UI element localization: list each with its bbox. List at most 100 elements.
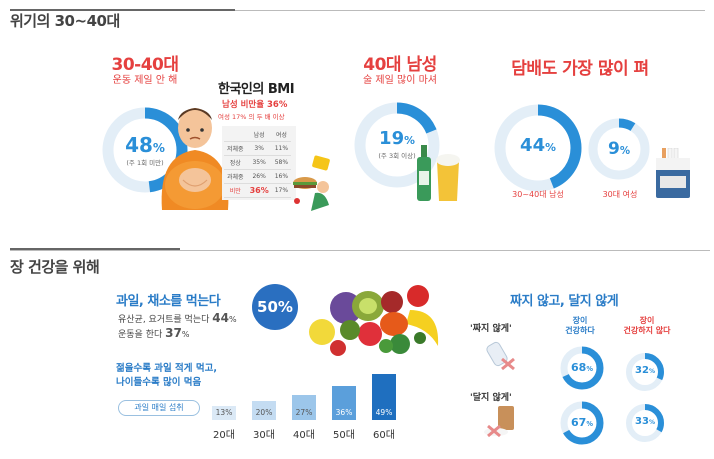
- table-row: 정상 35% 58%: [224, 155, 292, 170]
- bmi-title: 한국인의 BMI: [218, 82, 295, 97]
- group3-ring-2-percent: 9: [607, 139, 620, 159]
- table-cell: 17%: [271, 183, 292, 198]
- overweight-man-illustration: [150, 100, 240, 220]
- bar-50대: 36%: [332, 386, 356, 420]
- bmi-subline: 여성 17% 의 두 배 이상: [218, 113, 285, 121]
- group3-ring-2-label: 30대 여성: [602, 190, 638, 199]
- table-cell: 저체중: [224, 141, 247, 156]
- section2-rule-dark: [10, 248, 180, 250]
- group1-ring-arc: [102, 107, 188, 193]
- bmi-headline: 남성 비만율 36%: [222, 100, 288, 110]
- row2-healthy-ring: 67%: [560, 401, 604, 445]
- bar-30대: 20%: [252, 401, 276, 420]
- row1-healthy-arc: [560, 346, 604, 390]
- bmi-header-cell: 여성: [271, 128, 292, 142]
- section2-rule-light: [10, 250, 710, 251]
- col-unhealthy-label: 장이 건강하지 않다: [610, 316, 684, 336]
- group3-ring-1: 44%: [492, 102, 584, 194]
- row2-unhealthy-arc: [626, 404, 664, 442]
- bar-40대: 27%: [292, 395, 316, 420]
- table-cell: 비만: [224, 183, 247, 198]
- group2-ring-arc: [354, 102, 440, 188]
- bar-value-label: 36%: [335, 408, 353, 417]
- sugar-bag-illustration: [482, 402, 518, 438]
- group2-subtitle: 술 제일 많이 마셔: [363, 75, 437, 86]
- row1-healthy-ring: 68%: [560, 346, 604, 390]
- fruit-vegetable-illustration: [300, 280, 450, 360]
- table-cell: 3%: [246, 141, 272, 156]
- exercise-line: 운동을 한다 37%: [118, 326, 190, 340]
- table-cell: 35%: [246, 155, 272, 170]
- col-healthy-text: 장이 건강하다: [565, 316, 595, 335]
- bar-value-label: 20%: [255, 408, 273, 417]
- group1-percent: 48: [125, 133, 153, 157]
- bmi-table-header: 남성 여성: [224, 128, 292, 142]
- section1-rule-light: [235, 10, 705, 11]
- burger-eater-illustration: [285, 155, 335, 215]
- group3-ring-1-percent: 44: [520, 135, 546, 156]
- row1-label: '짜지 않게': [470, 324, 512, 334]
- bmi-table-wrap: 남성 여성 저체중 3% 11% 정상 35% 58% 과체중 26% 16% …: [222, 126, 296, 200]
- bar-value-label: 13%: [215, 408, 233, 417]
- group1-subtitle: 운동 제일 안 해: [112, 75, 178, 86]
- group3-ring-2: 9%: [588, 104, 650, 194]
- table-cell: 26%: [246, 169, 272, 184]
- daily-fruit-pill-text: 과일 매일 섭취: [134, 403, 184, 412]
- col-healthy-label: 장이 건강하다: [555, 316, 605, 336]
- salt-shaker-illustration: [482, 335, 518, 371]
- row2-unhealthy-ring: 33%: [625, 403, 665, 443]
- salt-title: 짜지 않고, 달지 않게: [510, 294, 619, 309]
- row2-healthy-arc: [560, 401, 604, 445]
- table-cell: 16%: [271, 169, 292, 184]
- fruit-title: 과일, 채소를 먹는다: [116, 294, 221, 309]
- table-row: 저체중 3% 11%: [224, 141, 292, 156]
- bmi-header-cell: [224, 128, 247, 142]
- group2-percent: 19: [379, 128, 405, 149]
- exercise-value: 37: [165, 326, 182, 340]
- fruit-bar-axis-labels: 20대 30대 40대 50대 60대: [205, 426, 415, 441]
- group1-note: (주 1회 미만): [126, 159, 164, 167]
- table-row: 과체중 26% 16%: [224, 169, 292, 184]
- group3-ring-2-arc: [588, 118, 650, 180]
- table-row: 비만 36% 17%: [224, 183, 292, 198]
- bar-category-label: 40대: [293, 430, 315, 441]
- bar-20대: 13%: [212, 406, 236, 420]
- group2-title: 40대 남성: [363, 55, 437, 75]
- table-cell: 정상: [224, 155, 247, 170]
- yogurt-text: 유산균, 요거트를 먹는다: [118, 315, 210, 325]
- row2-healthy-percent: 67: [571, 416, 587, 429]
- group2-ring: 19% (주 3회 이상): [352, 100, 442, 190]
- row1-unhealthy-percent: 32: [635, 365, 649, 376]
- row1-unhealthy-arc: [626, 353, 664, 391]
- table-cell: 58%: [271, 155, 292, 170]
- cigarette-pack-illustration: [654, 147, 694, 200]
- bmi-table: 남성 여성 저체중 3% 11% 정상 35% 58% 과체중 26% 16% …: [224, 128, 292, 198]
- soju-beer-illustration: [415, 145, 465, 203]
- bar-category-label: 20대: [213, 430, 235, 441]
- row1-healthy-percent: 68: [571, 361, 587, 374]
- young-note-2: 나이들수록 많이 먹음: [116, 377, 202, 388]
- row1-unhealthy-ring: 32%: [625, 352, 665, 392]
- bar-category-label: 30대: [253, 430, 275, 441]
- bar-value-label: 27%: [295, 408, 313, 417]
- section1-rule-dark: [10, 9, 235, 11]
- daily-fruit-pill: 과일 매일 섭취: [118, 400, 200, 416]
- bar-60대: 49%: [372, 374, 396, 420]
- group2-note: (주 3회 이상): [378, 152, 416, 160]
- table-cell: 36%: [246, 183, 272, 198]
- fruit-bar-chart: 13% 20% 27% 36% 49%: [205, 370, 415, 420]
- yogurt-line: 유산균, 요거트를 먹는다 44%: [118, 311, 237, 325]
- table-cell: 11%: [271, 141, 292, 156]
- bar-category-label: 60대: [373, 430, 395, 441]
- section1-title: 위기의 30~40대: [10, 12, 120, 30]
- group3-ring-1-arc: [494, 104, 582, 192]
- table-cell: 과체중: [224, 169, 247, 184]
- young-note-1: 젊을수록 과일 적게 먹고,: [116, 363, 217, 374]
- section2-title: 장 건강을 위해: [10, 258, 100, 276]
- fruit-badge-text: 50%: [257, 298, 293, 316]
- row2-unhealthy-percent: 33: [635, 416, 649, 427]
- exercise-text: 운동을 한다: [118, 330, 163, 340]
- group3-title: 담배도 가장 많이 펴: [511, 59, 649, 79]
- group1-title: 30-40대: [111, 55, 179, 75]
- bmi-header-cell: 남성: [246, 128, 272, 142]
